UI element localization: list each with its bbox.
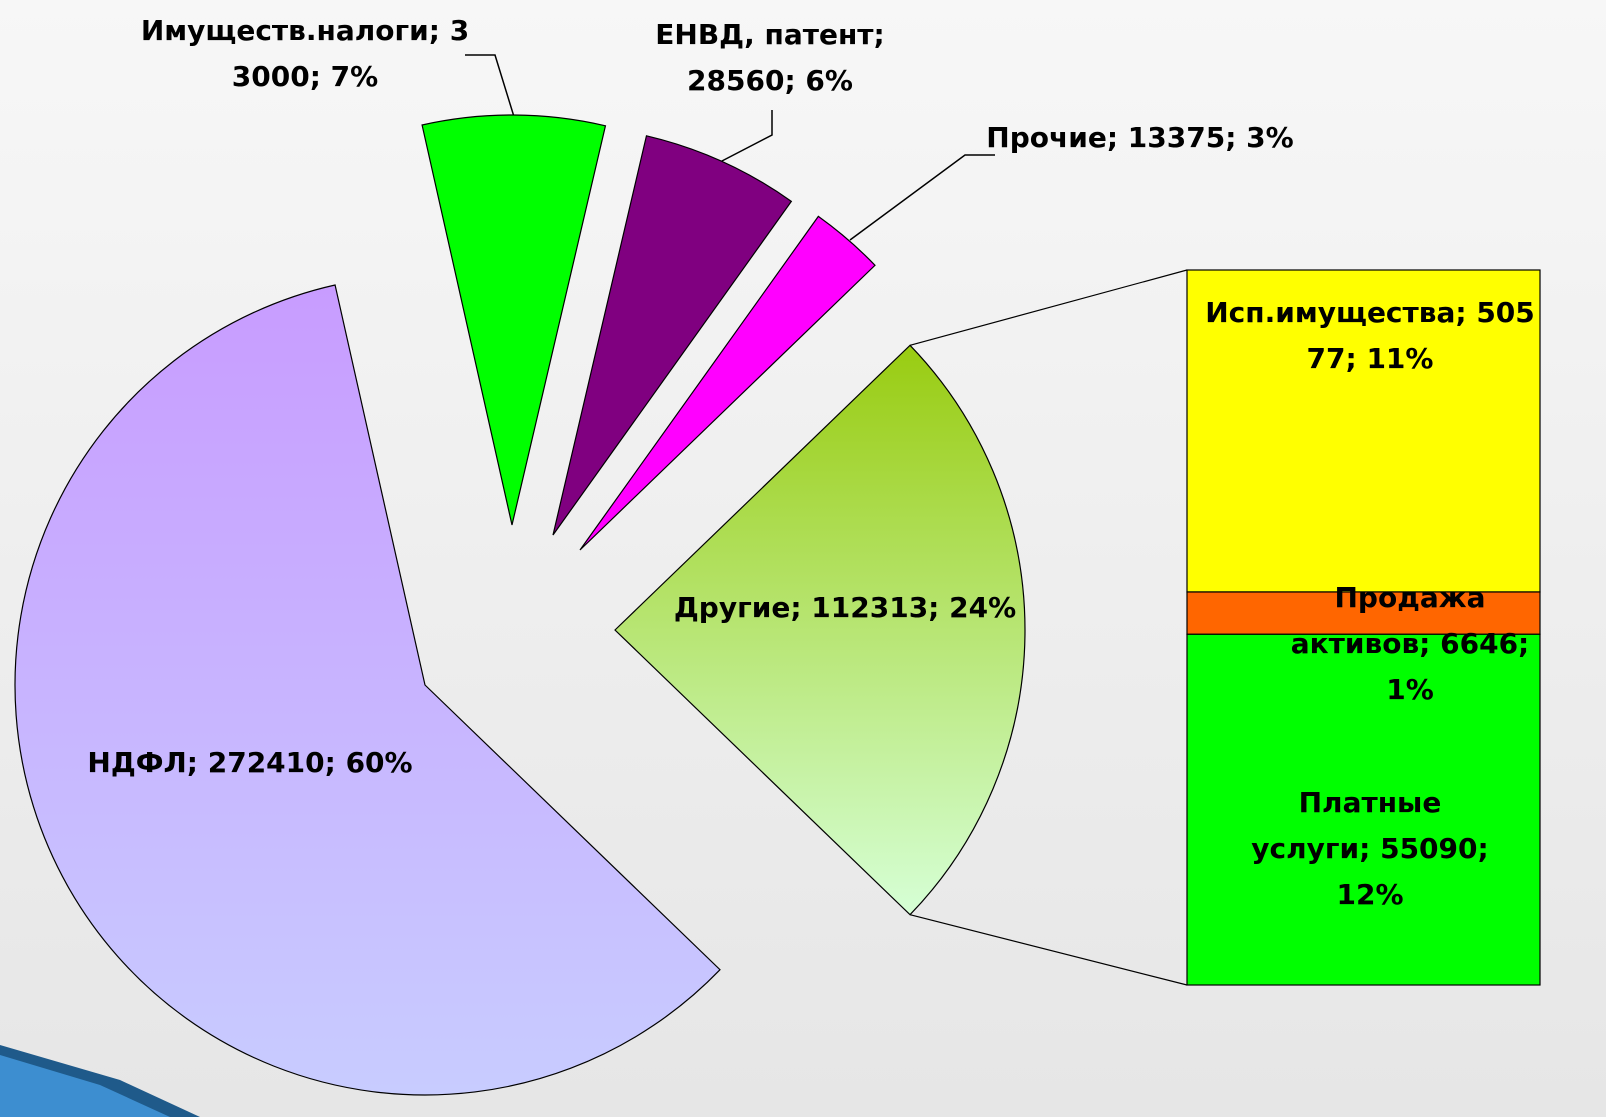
leader-line: [849, 154, 995, 241]
pie-slice: [579, 215, 876, 551]
data-label: Прочие; 13375; 3%: [986, 121, 1294, 154]
pie-slice: [552, 135, 793, 536]
data-label: Исп.имущества; 50577; 11%: [1205, 296, 1535, 375]
pie-slice: [14, 284, 721, 1096]
pie-slice: [421, 114, 607, 526]
data-label: ЕНВД, патент; 28560; 6%: [655, 18, 885, 97]
pie-slice: [614, 344, 1026, 916]
data-label: Другие; 112313; 24%: [673, 591, 1017, 624]
bar-segment: [1186, 591, 1541, 635]
leader-line: [719, 110, 773, 163]
connector-line: [909, 269, 1188, 346]
data-label: Платные услуги; 55090; 12%: [1251, 786, 1489, 911]
data-label: Продажа активов; 6646; 1%: [1290, 581, 1530, 706]
data-label: НДФЛ; 272410; 60%: [87, 746, 413, 779]
data-label: Имуществ.налоги; 33000; 7%: [140, 14, 470, 93]
bar-segment: [1186, 633, 1541, 986]
bar-segment: [1186, 269, 1541, 593]
decor: [0, 1055, 170, 1117]
connector-line: [909, 914, 1188, 986]
marks: [14, 114, 1541, 1096]
leader-line: [465, 54, 516, 121]
